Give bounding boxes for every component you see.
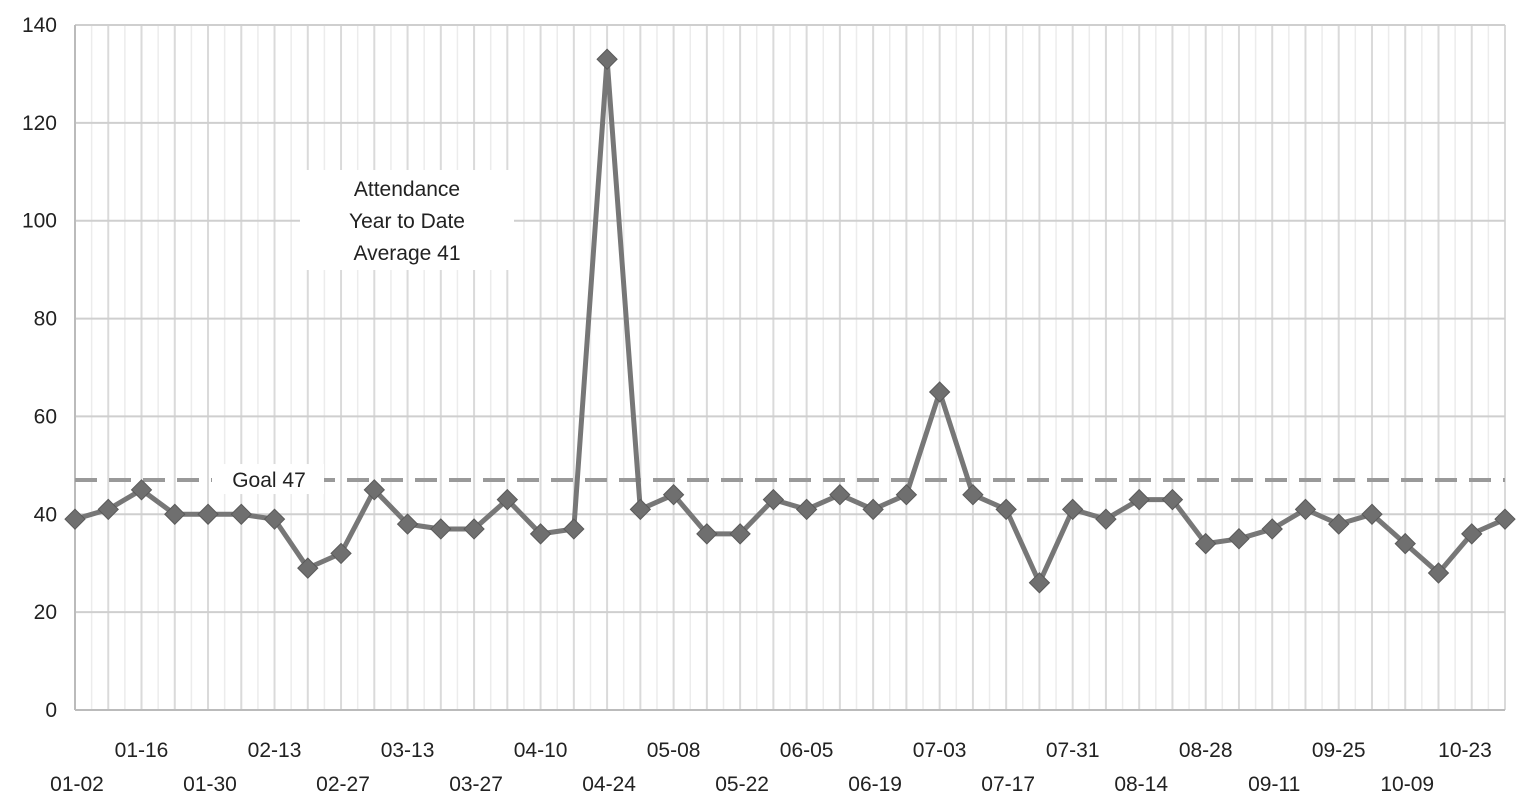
data-point-marker: [1228, 528, 1250, 550]
data-point-marker: [1028, 572, 1051, 594]
average-annotation: Attendance Year to Date Average 41: [300, 170, 514, 270]
x-tick-label: 10-09: [1380, 773, 1434, 796]
x-tick-label: 10-23: [1438, 739, 1492, 762]
x-tick-label: 09-25: [1312, 739, 1366, 762]
annotation-line-3: Average 41: [353, 242, 460, 265]
x-tick-label: 05-08: [647, 739, 701, 762]
x-tick-label: 01-30: [183, 773, 237, 796]
goal-label: Goal 47: [232, 469, 306, 492]
data-point-marker: [496, 488, 519, 511]
goal-label-background: [212, 464, 324, 495]
x-tick-label: 08-28: [1179, 739, 1233, 762]
data-point-marker: [1394, 532, 1416, 555]
data-point-marker: [1194, 532, 1217, 555]
x-tick-label: 07-17: [981, 773, 1035, 796]
data-point-marker: [1494, 508, 1516, 530]
data-point-marker: [829, 484, 851, 506]
data-point-marker: [529, 523, 552, 545]
data-point-marker: [396, 513, 419, 535]
chart-grid: [74, 24, 1506, 711]
x-tick-label: 04-24: [582, 773, 636, 796]
y-tick-label: 80: [34, 308, 57, 331]
data-point-marker: [928, 381, 951, 403]
data-point-marker: [1061, 498, 1084, 521]
x-tick-label: 04-10: [514, 739, 568, 762]
data-point-marker: [164, 503, 186, 525]
data-point-marker: [1328, 513, 1350, 535]
data-point-marker: [130, 479, 153, 501]
data-point-marker: [596, 48, 618, 70]
attendance-series: [64, 48, 1516, 594]
data-point-marker: [363, 479, 386, 501]
x-tick-label: 07-31: [1046, 739, 1100, 762]
data-point-marker: [463, 518, 485, 540]
data-point-marker: [1294, 498, 1317, 521]
data-point-marker: [197, 503, 219, 525]
x-tick-label: 02-27: [316, 773, 370, 796]
data-point-marker: [895, 484, 918, 506]
annotation-line-2: Year to Date: [349, 210, 465, 233]
x-tick-label: 01-02: [50, 773, 104, 796]
x-tick-label: 06-05: [780, 739, 834, 762]
data-point-marker: [1095, 508, 1117, 530]
data-point-marker: [430, 518, 452, 540]
data-point-marker: [1361, 503, 1383, 525]
data-point-marker: [762, 488, 785, 511]
y-tick-label: 60: [34, 405, 57, 428]
y-tick-label: 0: [45, 699, 57, 722]
y-tick-label: 140: [22, 14, 57, 37]
x-tick-label: 03-13: [381, 739, 435, 762]
x-tick-label: 01-16: [115, 739, 169, 762]
data-point-marker: [1128, 488, 1150, 511]
y-tick-label: 40: [34, 503, 57, 526]
y-tick-label: 100: [22, 210, 57, 233]
data-point-marker: [995, 498, 1017, 521]
data-point-marker: [1261, 518, 1283, 540]
x-axis-ticks: 01-02 01-30 02-27 03-27 04-24 05-22 06-19 07-17…: [50, 739, 1492, 796]
x-tick-label: 02-13: [248, 739, 302, 762]
y-tick-label: 120: [22, 112, 57, 135]
data-point-marker: [64, 508, 86, 530]
data-point-marker: [330, 542, 352, 565]
x-tick-label: 05-22: [715, 773, 769, 796]
data-point-marker: [263, 508, 286, 530]
data-point-marker: [563, 518, 585, 540]
x-tick-label: 09-11: [1248, 773, 1300, 796]
data-point-marker: [230, 503, 252, 525]
y-tick-label: 20: [34, 601, 57, 624]
data-point-marker: [962, 484, 984, 506]
data-point-marker: [97, 498, 119, 521]
annotation-background: [300, 170, 514, 270]
x-tick-label: 06-19: [848, 773, 902, 796]
data-point-marker: [1161, 488, 1184, 511]
y-axis-ticks: 0 20 40 60 80 100 120 140: [22, 14, 57, 722]
annotation-line-1: Attendance: [354, 178, 460, 201]
data-point-marker: [696, 523, 718, 545]
data-point-marker: [1461, 523, 1483, 545]
x-tick-label: 07-03: [913, 739, 967, 762]
goal-group: Goal 47: [75, 464, 1505, 495]
data-point-marker: [629, 498, 652, 521]
data-point-marker: [795, 498, 818, 521]
x-tick-label: 03-27: [449, 773, 503, 796]
data-point-marker: [729, 523, 751, 545]
data-point-marker: [1427, 562, 1450, 584]
data-point-marker: [297, 557, 319, 579]
x-tick-label: 08-14: [1114, 773, 1168, 796]
data-point-marker: [862, 498, 884, 521]
data-point-marker: [662, 484, 685, 506]
